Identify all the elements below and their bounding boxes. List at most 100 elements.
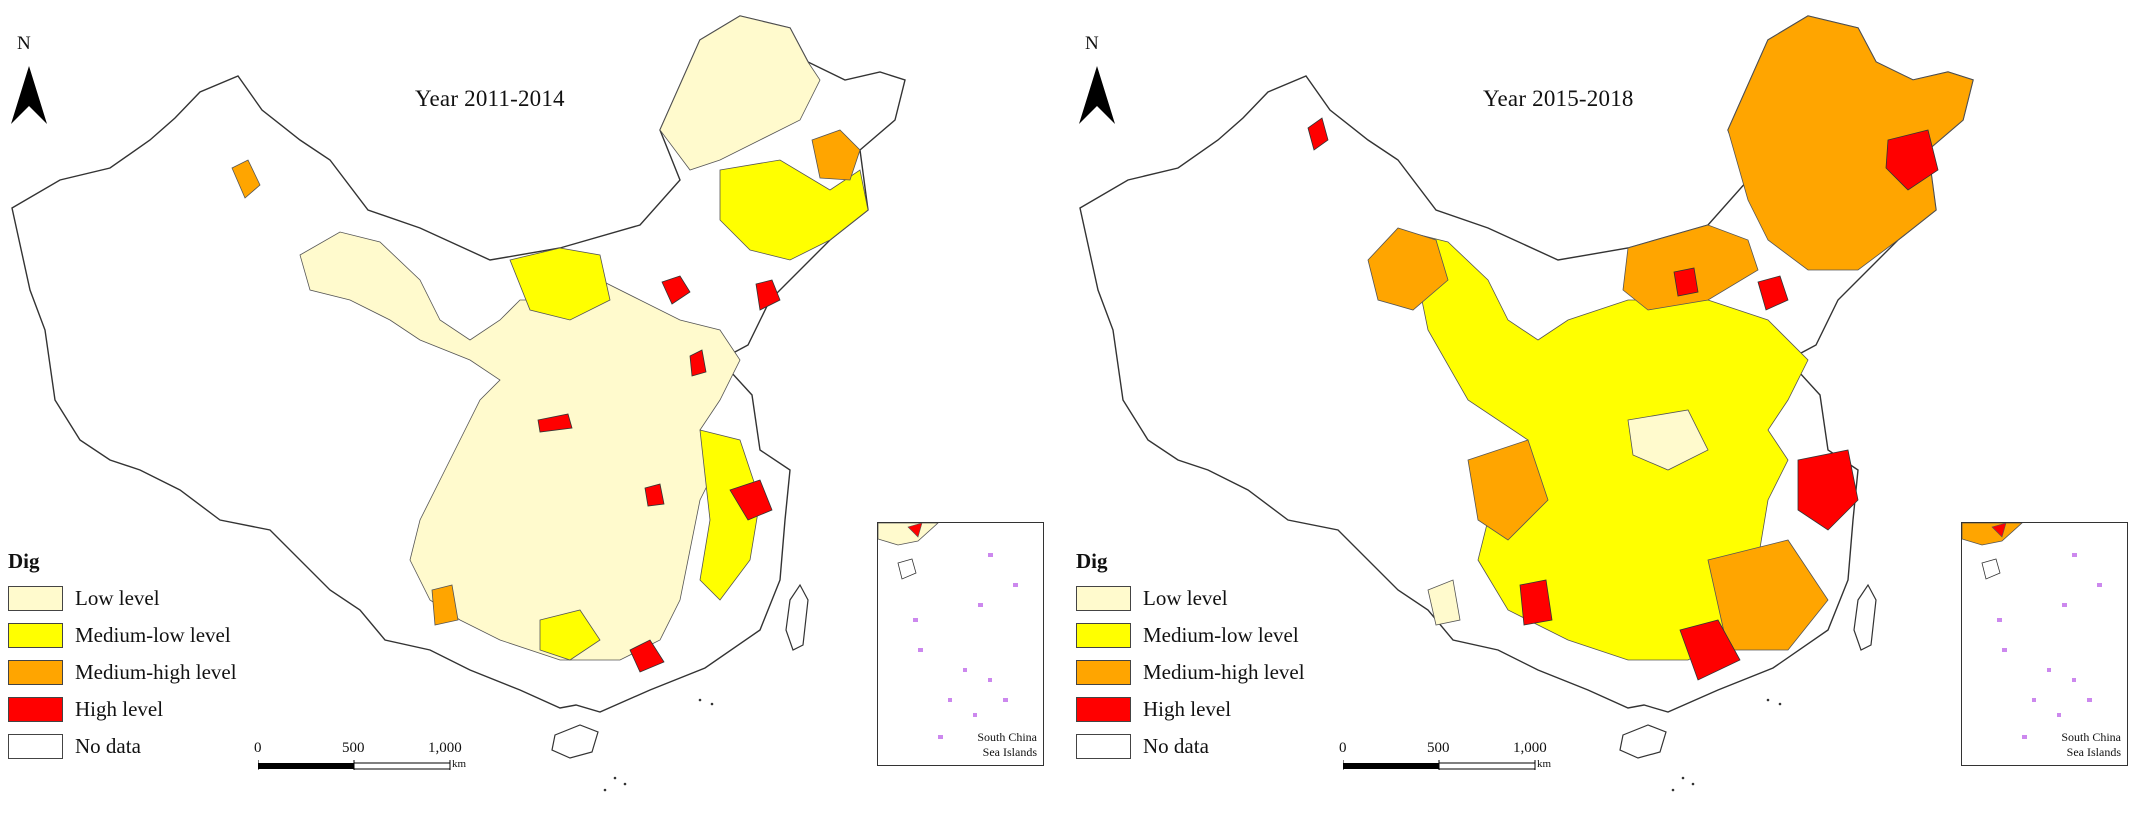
inset-label: South China Sea Islands: [2061, 730, 2121, 759]
legend-swatch-high: [1076, 697, 1131, 722]
region-medium-low-east: [699, 429, 761, 601]
legend-item-low: Low level: [8, 580, 237, 617]
region-high-beijing: [661, 275, 691, 305]
legend-item-no-data: No data: [8, 728, 237, 765]
islands-scatter: [603, 698, 714, 792]
map-title: Year 2011-2014: [415, 86, 565, 111]
legend-item-low: Low level: [1076, 580, 1305, 617]
inset-map: [878, 523, 1018, 739]
region-high-xinjiang: [1307, 117, 1329, 151]
legend-swatch-medium-high: [1076, 660, 1131, 685]
legend-label-high: High level: [75, 697, 164, 721]
inset-label-line2: Sea Islands: [982, 744, 1037, 759]
region-medium-low-south: [539, 609, 601, 661]
scale-bar-graphic: [258, 760, 451, 770]
map-panel-2015-2018: N Year 2015-2018 Dig Low level Medium-lo…: [1068, 0, 2136, 814]
region-high-shanghai: [729, 479, 773, 521]
region-medium-high-southwest: [431, 584, 459, 626]
region-low-northeast: [659, 15, 821, 171]
scale-tick-1000: 1,000: [1513, 740, 1547, 756]
north-arrow-icon: [11, 66, 47, 124]
region-medium-high-northeast: [811, 129, 861, 181]
legend-label-medium-low: Medium-low level: [1143, 623, 1299, 647]
scale-tick-500: 500: [1427, 740, 1450, 756]
map-panel-2011-2014: N Year 2011-2014 Dig Low level Medium-lo…: [8, 15, 1044, 792]
legend-label-low: Low level: [1143, 586, 1228, 610]
legend-swatch-no-data: [8, 734, 63, 759]
region-high-guangdong: [629, 639, 665, 673]
south-china-sea-inset: South China Sea Islands: [877, 522, 1044, 766]
scale-tick-0: 0: [254, 740, 262, 756]
legend-swatch-medium-high: [8, 660, 63, 685]
inset-label-line1: South China: [2061, 730, 2121, 745]
legend: Dig Low level Medium-low level Medium-hi…: [8, 549, 237, 765]
legend-label-no-data: No data: [1143, 734, 1209, 758]
legend-label-medium-high: Medium-high level: [1143, 660, 1305, 684]
taiwan-island: [785, 583, 809, 651]
north-arrow-icon: [1079, 66, 1115, 124]
scale-tick-1000: 1,000: [428, 740, 462, 756]
region-high-xian: [537, 413, 573, 433]
region-medium-high-inner-mongolia: [1622, 224, 1759, 311]
region-medium-high-xinjiang: [1367, 227, 1449, 311]
region-high-east: [1797, 449, 1859, 531]
legend-item-medium-low: Medium-low level: [1076, 617, 1305, 654]
legend-swatch-no-data: [1076, 734, 1131, 759]
inset-label-line2: Sea Islands: [2066, 744, 2121, 759]
scale-unit: km: [452, 758, 467, 770]
legend-item-medium-low: Medium-low level: [8, 617, 237, 654]
legend-swatch-medium-low: [8, 623, 63, 648]
legend-swatch-high: [8, 697, 63, 722]
legend-item-medium-high: Medium-high level: [8, 654, 237, 691]
north-label: N: [1085, 33, 1099, 54]
scale-unit: km: [1537, 758, 1552, 770]
scale-tick-500: 500: [342, 740, 365, 756]
region-high-beijing: [1757, 275, 1789, 311]
region-high-shandong: [689, 349, 707, 377]
hainan-island: [551, 724, 599, 759]
region-high-harbin: [1885, 129, 1939, 191]
legend-label-high: High level: [1143, 697, 1232, 721]
region-high-guangdong: [1679, 619, 1741, 681]
china-map-2011-2014: [11, 15, 906, 792]
legend: Dig Low level Medium-low level Medium-hi…: [1076, 549, 1305, 765]
islands-scatter: [1671, 698, 1782, 792]
hainan-island: [1619, 724, 1667, 759]
region-high-southwest: [1519, 579, 1553, 626]
region-medium-high-southwest: [1467, 439, 1549, 541]
region-low: [299, 231, 741, 661]
china-map-2015-2018: [1079, 15, 1974, 792]
region-medium-low-northeast: [719, 159, 869, 261]
legend-swatch-medium-low: [1076, 623, 1131, 648]
legend-title: Dig: [8, 549, 40, 573]
region-medium-low-north: [509, 247, 611, 321]
scale-bar: 0 500 1,000 km: [254, 740, 498, 780]
legend-label-medium-low: Medium-low level: [75, 623, 231, 647]
legend-label-no-data: No data: [75, 734, 141, 758]
legend-item-high: High level: [8, 691, 237, 728]
legend-swatch-low: [8, 586, 63, 611]
region-medium-high-xinjiang: [231, 159, 261, 199]
legend-label-low: Low level: [75, 586, 160, 610]
region-low-southwest: [1427, 579, 1461, 626]
legend-label-medium-high: Medium-high level: [75, 660, 237, 684]
south-china-sea-inset: South China Sea Islands: [1961, 522, 2128, 766]
region-high-dalian: [755, 279, 781, 311]
taiwan-island: [1853, 583, 1877, 651]
legend-item-no-data: No data: [1076, 728, 1305, 765]
inset-label-line1: South China: [977, 730, 1037, 745]
region-high-inner-mongolia: [1673, 267, 1699, 297]
legend-item-high: High level: [1076, 691, 1305, 728]
scale-bar-graphic: [1343, 760, 1536, 770]
map-title: Year 2015-2018: [1483, 86, 1634, 111]
north-label: N: [17, 33, 31, 54]
inset-label: South China Sea Islands: [977, 730, 1037, 759]
scale-tick-0: 0: [1339, 740, 1347, 756]
region-high-wuhan: [644, 483, 665, 507]
scale-bar: 0 500 1,000 km: [1339, 740, 1583, 780]
legend-title: Dig: [1076, 549, 1108, 573]
region-low-central: [1627, 409, 1709, 471]
region-medium-high-northeast: [1727, 15, 1974, 271]
inset-map: [1962, 523, 2102, 739]
legend-item-medium-high: Medium-high level: [1076, 654, 1305, 691]
